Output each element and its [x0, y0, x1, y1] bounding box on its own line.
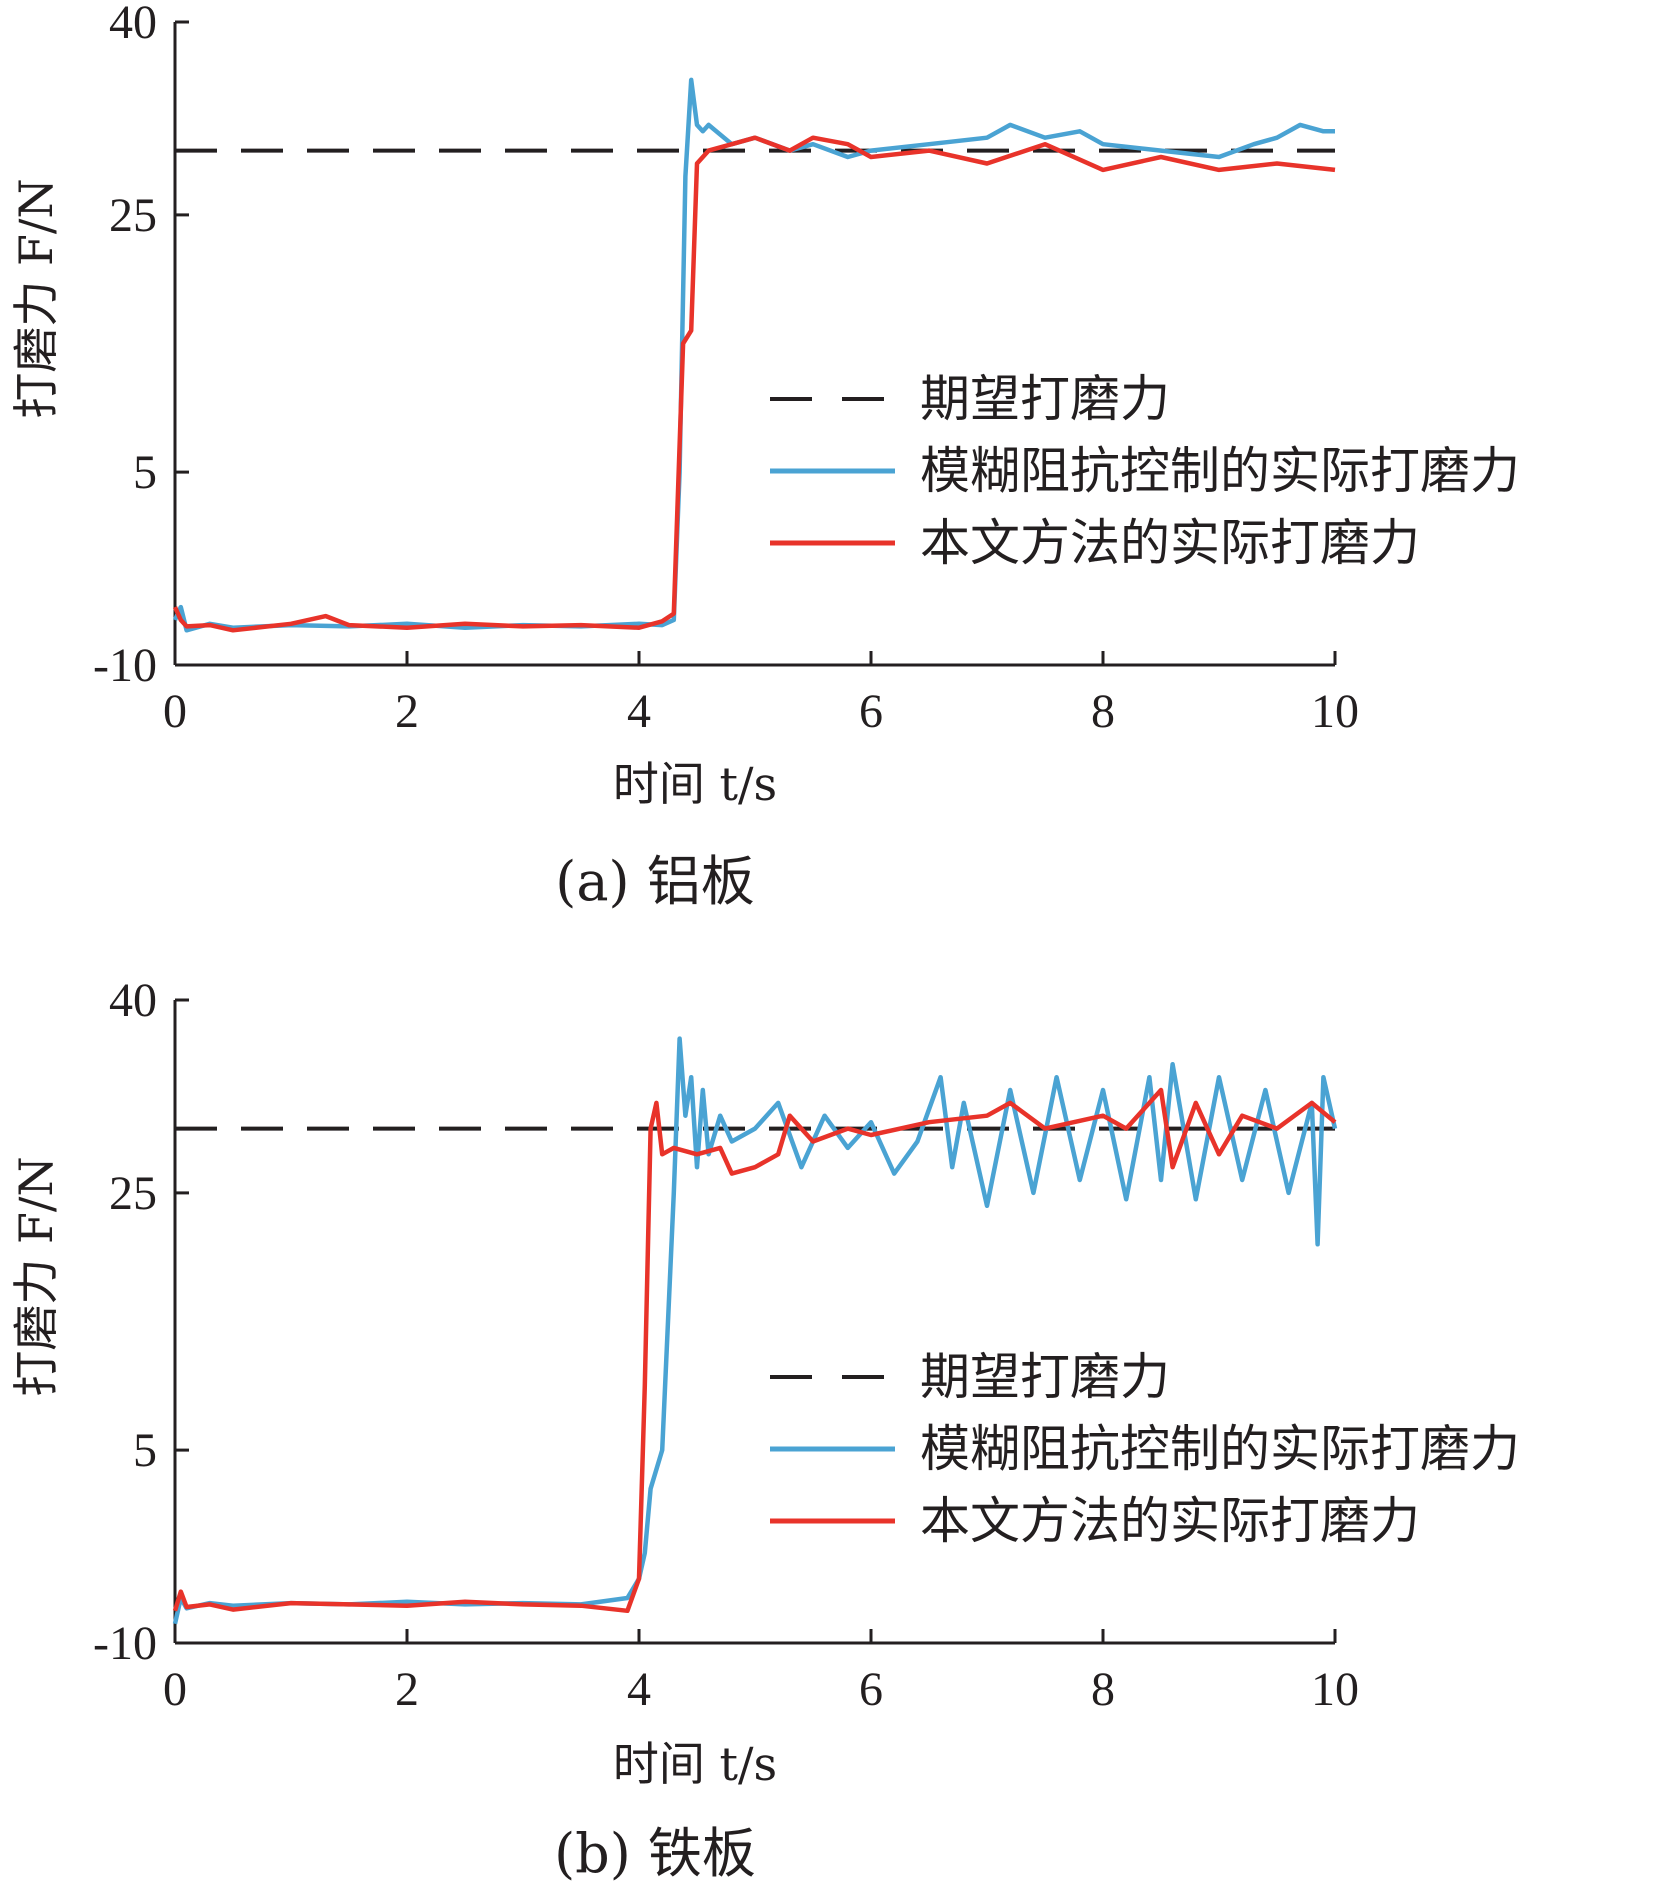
x-tick-label: 10 [1311, 685, 1359, 738]
y-axis-label: 打磨力 F/N [9, 178, 63, 418]
x-tick-label: 6 [859, 685, 883, 738]
y-tick-label: 40 [109, 974, 157, 1027]
x-tick-label: 2 [395, 685, 419, 738]
panel-caption: (a) 铝板 [555, 850, 755, 913]
panel-caption: (b) 铁板 [554, 1822, 756, 1885]
x-tick-label: 8 [1091, 1663, 1115, 1716]
y-tick-label: -10 [93, 1617, 157, 1670]
x-axis-label: 时间 t/s [613, 757, 777, 811]
legend-label-1: 期望打磨力 [920, 370, 1170, 428]
y-tick-label: 5 [133, 1424, 157, 1477]
chart-panel-2: 0 2 4 6 8 10 -10 5 25 40 期望打磨力模糊阻抗控制的实际打磨力本文方法的实际打… [9, 974, 1520, 1885]
legend-label-3: 本文方法的实际打磨力 [920, 514, 1420, 572]
y-tick-label: 40 [109, 0, 157, 49]
series-line-3 [172, 1087, 1337, 1614]
x-tick-label: 0 [163, 685, 187, 738]
x-tick-label: 0 [163, 1663, 187, 1716]
legend-label-3: 本文方法的实际打磨力 [920, 1492, 1420, 1550]
x-tick-label: 10 [1311, 1663, 1359, 1716]
chart-panel-1: 0 2 4 6 8 10 -10 5 25 40 期望打磨力模糊阻抗控制的实际打磨力本文方法的实际打… [9, 0, 1520, 913]
x-tick-label: 4 [627, 685, 651, 738]
y-tick-label: 25 [109, 1167, 157, 1220]
legend-label-2: 模糊阻抗控制的实际打磨力 [920, 442, 1520, 500]
legend-label-1: 期望打磨力 [920, 1348, 1170, 1406]
x-tick-label: 8 [1091, 685, 1115, 738]
y-tick-label: 25 [109, 189, 157, 242]
x-tick-label: 6 [859, 1663, 883, 1716]
y-tick-label: 5 [133, 446, 157, 499]
series-line-3 [172, 135, 1336, 633]
x-tick-label: 2 [395, 1663, 419, 1716]
x-tick-label: 4 [627, 1663, 651, 1716]
legend-label-2: 模糊阻抗控制的实际打磨力 [920, 1420, 1520, 1478]
y-tick-label: -10 [93, 639, 157, 692]
x-axis-label: 时间 t/s [613, 1737, 777, 1791]
y-axis-label: 打磨力 F/N [9, 1156, 63, 1396]
